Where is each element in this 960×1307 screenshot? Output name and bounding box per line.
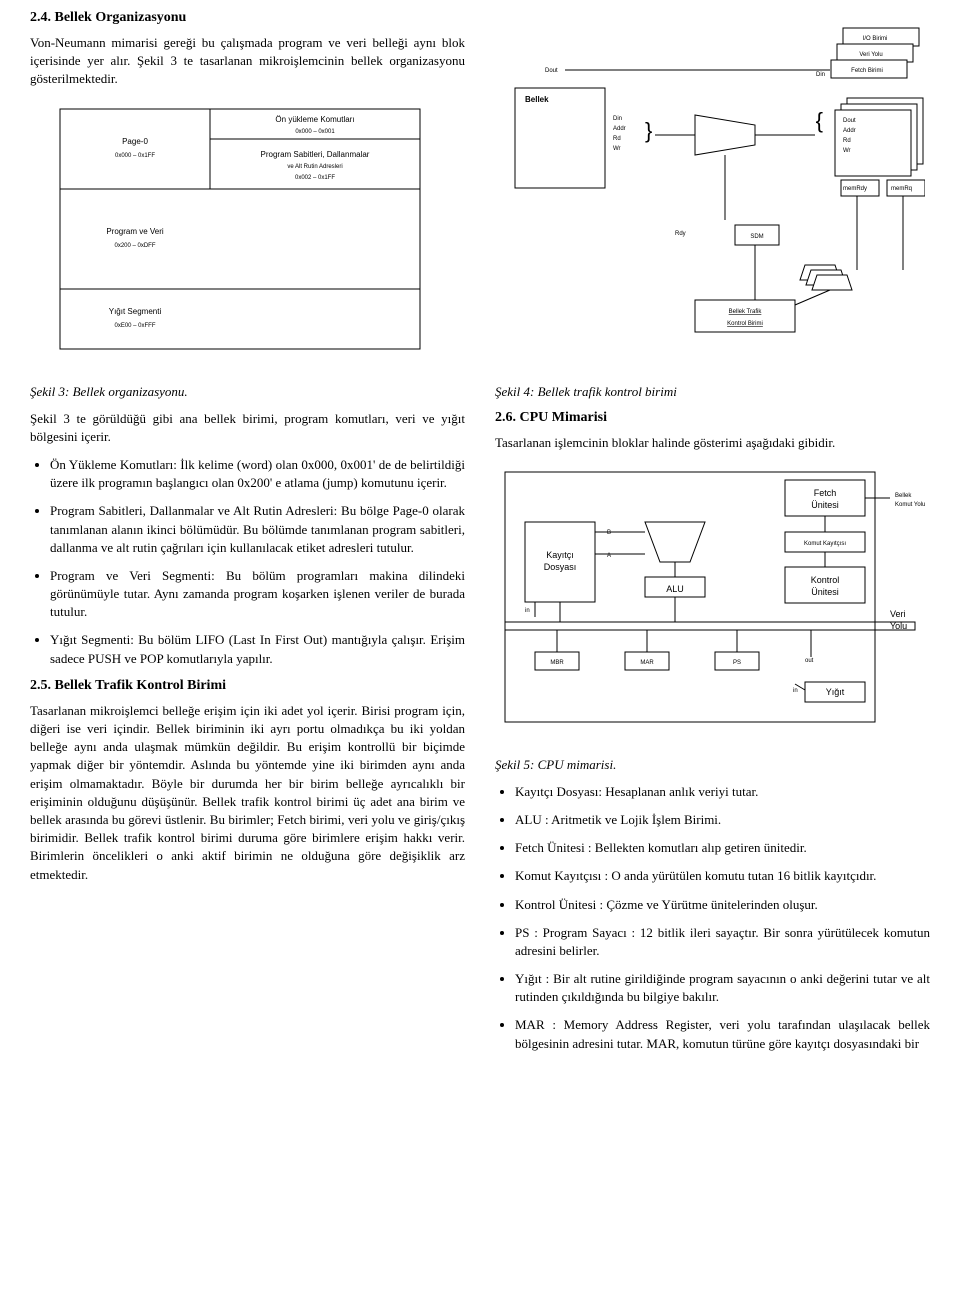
fig4-dout2: Dout bbox=[843, 118, 856, 124]
fig3-sabitler-label: Program Sabitleri, Dallanmalar bbox=[261, 150, 370, 159]
fig4-wr: Wr bbox=[613, 146, 621, 152]
section-2-5-title: 2.5. Bellek Trafik Kontrol Birimi bbox=[30, 678, 465, 694]
fig4-rdy: Rdy bbox=[675, 231, 686, 237]
fig3-b1: Ön Yükleme Komutları: İlk kelime (word) … bbox=[50, 456, 465, 492]
fig3-sabitler-range: 0x002 – 0x1FF bbox=[295, 175, 335, 181]
figure-3-diagram: Page-0 0x000 – 0x1FF Ön yükleme Komutlar… bbox=[30, 99, 465, 364]
fig3-yigit-label: Yığıt Segmenti bbox=[109, 307, 162, 316]
left-col-top: 2.4. Bellek Organizasyonu Von-Neumann mi… bbox=[30, 10, 465, 374]
fig5-komut-kayitcisi: Komut Kayıtçısı bbox=[804, 541, 846, 547]
fig5-b6: PS : Program Sayacı : 12 bitlik ileri sa… bbox=[515, 924, 930, 960]
fig5-b5: Kontrol Ünitesi : Çözme ve Yürütme ünite… bbox=[515, 896, 930, 914]
fig5-kd2: Dosyası bbox=[544, 562, 577, 572]
fig4-bellek-label: Bellek bbox=[525, 95, 549, 104]
middle-row: Şekil 3: Bellek organizasyonu. Şekil 3 t… bbox=[30, 374, 930, 1063]
fig5-in: in bbox=[525, 608, 530, 614]
fig5-bellek: Bellek bbox=[895, 493, 912, 499]
fig4-rd2: Rd bbox=[843, 138, 851, 144]
fig3-b2: Program Sabitleri, Dallanmalar ve Alt Ru… bbox=[50, 502, 465, 557]
fig5-ku2: Ünitesi bbox=[811, 587, 839, 597]
fig5-b: B bbox=[607, 530, 611, 536]
section-2-4-title: 2.4. Bellek Organizasyonu bbox=[30, 10, 465, 26]
fig5-b7: Yığıt : Bir alt rutine girildiğinde prog… bbox=[515, 970, 930, 1006]
section-2-5-p1: Tasarlanan mikroişlemci belleğe erişim i… bbox=[30, 702, 465, 884]
fig4-fetch-birimi: Fetch Birimi bbox=[851, 68, 883, 74]
fig4-memrq: memRq bbox=[891, 186, 912, 192]
fig4-rd: Rd bbox=[613, 136, 621, 142]
fig3-onyukleme-label: Ön yükleme Komutları bbox=[275, 115, 354, 124]
fig4-din: Din bbox=[613, 116, 622, 122]
top-row: 2.4. Bellek Organizasyonu Von-Neumann mi… bbox=[30, 10, 930, 374]
fig4-sdm: SDM bbox=[750, 234, 763, 240]
right: Şekil 4: Bellek trafik kontrol birimi 2.… bbox=[495, 374, 930, 1063]
fig5-yigit: Yığıt bbox=[826, 687, 845, 697]
fig4-addr: Addr bbox=[613, 126, 626, 132]
right-col-top: I/O Birimi Veri Yolu Fetch Birimi Din Do… bbox=[495, 10, 930, 374]
left-col-mid: Şekil 3: Bellek organizasyonu. Şekil 3 t… bbox=[30, 374, 465, 1063]
fig3-progveri-label: Program ve Veri bbox=[106, 227, 164, 236]
fig5-ps: PS bbox=[733, 660, 741, 666]
fig5-ku1: Kontrol bbox=[811, 575, 840, 585]
section-2-4-p1: Von-Neumann mimarisi gereği bu çalışmada… bbox=[30, 34, 465, 89]
fig5-b2: ALU : Aritmetik ve Lojik İşlem Birimi. bbox=[515, 811, 930, 829]
fig3-b3: Program ve Veri Segmenti: Bu bölüm progr… bbox=[50, 567, 465, 622]
fig5-mbr: MBR bbox=[550, 660, 564, 666]
fig5-fetch-1: Fetch bbox=[814, 488, 837, 498]
figure-4-diagram: I/O Birimi Veri Yolu Fetch Birimi Din Do… bbox=[495, 20, 930, 345]
section-2-6-p1: Tasarlanan işlemcinin bloklar halinde gö… bbox=[495, 434, 930, 452]
fig5-mar: MAR bbox=[640, 660, 654, 666]
fig4-din-label: Din bbox=[816, 72, 825, 78]
fig5-b8: MAR : Memory Address Register, veri yolu… bbox=[515, 1016, 930, 1052]
fig3-yigit-range: 0xE00 – 0xFFF bbox=[114, 323, 155, 329]
fig5-b4: Komut Kayıtçısı : O anda yürütülen komut… bbox=[515, 867, 930, 885]
fig5-caption: Şekil 5: CPU mimarisi. bbox=[495, 757, 930, 773]
fig5-in2: in bbox=[793, 688, 798, 694]
fig5-veri1: Veri bbox=[890, 609, 906, 619]
fig3-onyukleme-range: 0x000 – 0x001 bbox=[295, 129, 335, 135]
fig5-b1: Kayıtçı Dosyası: Hesaplanan anlık veriyi… bbox=[515, 783, 930, 801]
fig5-veri2: Yolu bbox=[890, 621, 907, 631]
figure-5-diagram: Fetch Ünitesi Bellek Komut Yolu Komut Ka… bbox=[495, 462, 930, 747]
fig3-caption: Şekil 3: Bellek organizasyonu. bbox=[30, 384, 465, 400]
fig5-b3: Fetch Ünitesi : Bellekten komutları alıp… bbox=[515, 839, 930, 857]
fig4-memrdy: memRdy bbox=[843, 186, 867, 192]
fig3-sabitler-label2: ve Alt Rutin Adresleri bbox=[287, 164, 342, 170]
fig4-addr2: Addr bbox=[843, 128, 856, 134]
svg-text:}: } bbox=[645, 118, 652, 143]
section-2-6-title: 2.6. CPU Mimarisi bbox=[495, 410, 930, 426]
fig4-trafik: Bellek Trafik bbox=[729, 309, 763, 315]
fig3-page0-label: Page-0 bbox=[122, 137, 148, 146]
fig4-dout-label: Dout bbox=[545, 68, 558, 74]
fig3-progveri-range: 0x200 – 0xDFF bbox=[114, 243, 155, 249]
fig3-page0-range: 0x000 – 0x1FF bbox=[115, 153, 155, 159]
fig4-kontrol: Kontrol Birimi bbox=[727, 321, 763, 327]
fig5-kd1: Kayıtçı bbox=[546, 550, 574, 560]
fig4-veri-yolu: Veri Yolu bbox=[859, 52, 882, 58]
fig3-b4: Yığıt Segmenti: Bu bölüm LIFO (Last In F… bbox=[50, 631, 465, 667]
fig4-wr2: Wr bbox=[843, 148, 851, 154]
fig5-bullets: Kayıtçı Dosyası: Hesaplanan anlık veriyi… bbox=[495, 783, 930, 1053]
fig5-komutyolu: Komut Yolu bbox=[895, 502, 925, 508]
fig4-io-birimi: I/O Birimi bbox=[863, 36, 888, 42]
fig5-fetch-2: Ünitesi bbox=[811, 500, 839, 510]
fig3-text-p1: Şekil 3 te görüldüğü gibi ana bellek bir… bbox=[30, 410, 465, 446]
fig5-alu: ALU bbox=[666, 584, 684, 594]
svg-text:{: { bbox=[816, 108, 823, 133]
fig4-caption: Şekil 4: Bellek trafik kontrol birimi bbox=[495, 384, 930, 400]
fig5-out: out bbox=[805, 658, 814, 664]
